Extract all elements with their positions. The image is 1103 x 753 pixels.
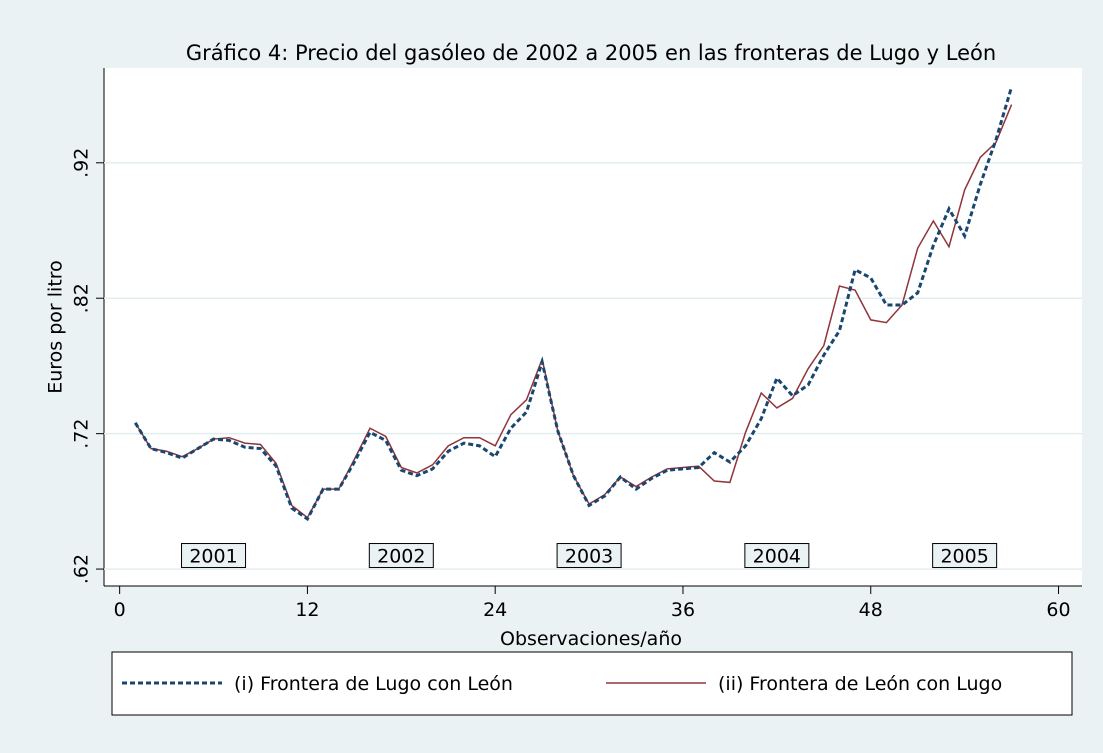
annotation-box [556, 543, 622, 569]
x-tick-label: 60 [1046, 599, 1070, 621]
chart-title: Gráfico 4: Precio del gasóleo de 2002 a … [186, 41, 996, 65]
y-tick-label: .62 [71, 554, 93, 584]
legend-label: (ii) Frontera de León con Lugo [718, 673, 1002, 695]
x-tick-label: 36 [671, 599, 695, 621]
annotation-box [181, 543, 247, 569]
annotation-box [744, 543, 810, 569]
x-tick-label: 24 [483, 599, 507, 621]
x-tick-label: 0 [114, 599, 126, 621]
y-tick-label: .82 [71, 283, 93, 313]
annotation-text: 2002 [377, 546, 425, 568]
legend-label: (i) Frontera de Lugo con León [234, 673, 513, 695]
year-annotation: 2003 [556, 543, 622, 569]
year-annotation: 2004 [744, 543, 810, 569]
year-annotation: 2005 [932, 543, 998, 569]
x-axis-label: Observaciones/año [500, 628, 682, 650]
annotation-text: 2005 [940, 546, 988, 568]
y-tick-label: .72 [71, 419, 93, 449]
annotation-text: 2001 [189, 546, 237, 568]
y-axis-label: Euros por litro [45, 260, 67, 394]
x-tick-label: 48 [859, 599, 883, 621]
year-annotation: 2001 [181, 543, 247, 569]
annotation-box [932, 543, 998, 569]
y-tick-label: .92 [71, 148, 93, 178]
series-line [134, 86, 1014, 522]
annotation-text: 2003 [565, 546, 613, 568]
annotation-box [368, 543, 434, 569]
plot-area [104, 68, 1082, 586]
legend [111, 651, 1073, 716]
x-tick-label: 12 [295, 599, 319, 621]
year-annotation: 2002 [368, 543, 434, 569]
annotation-text: 2004 [753, 546, 801, 568]
